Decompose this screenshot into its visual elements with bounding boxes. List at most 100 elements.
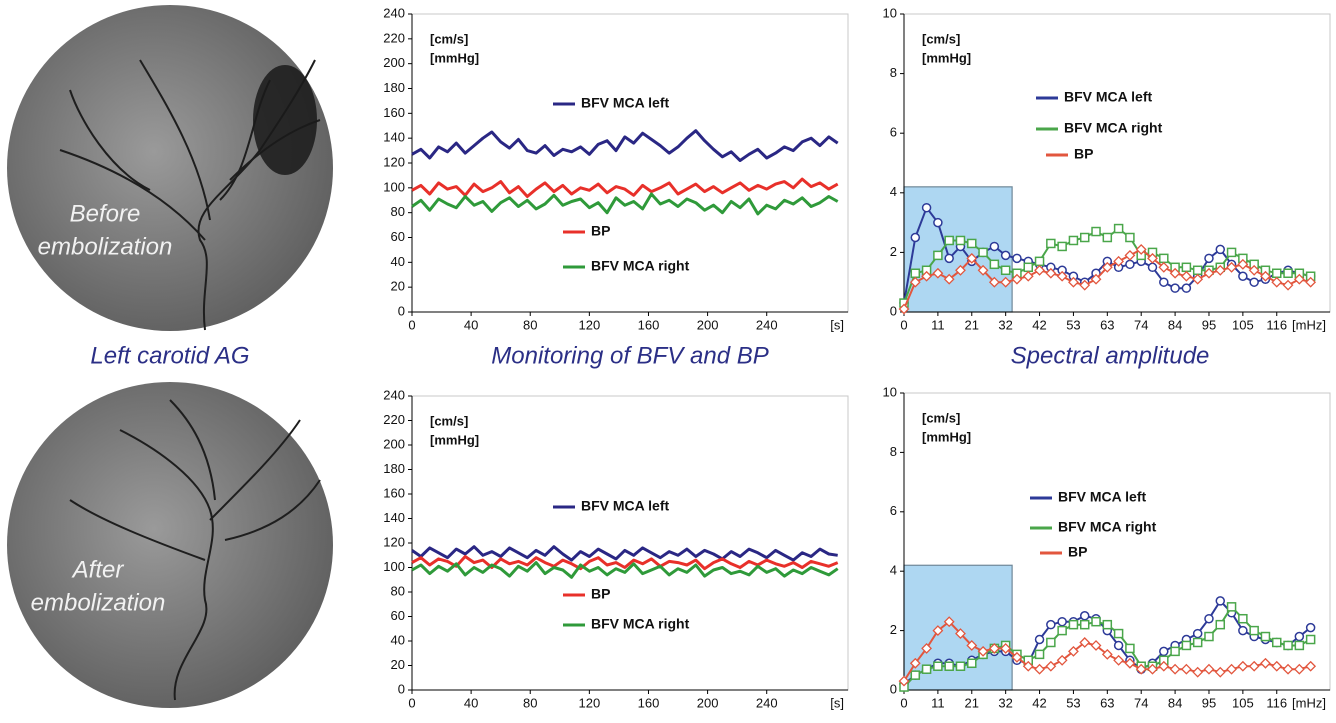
marker (944, 253, 954, 264)
marker (966, 640, 978, 651)
y-unit: [mmHg] (430, 50, 479, 65)
marker (1169, 663, 1181, 675)
series-line (411, 555, 839, 571)
legend-label: BFV MCA left (1058, 489, 1146, 505)
marker (1214, 264, 1226, 276)
marker (1090, 640, 1102, 651)
y-tick-label: 180 (383, 80, 405, 95)
y-tick-label: 200 (383, 55, 405, 70)
marker (1293, 663, 1305, 675)
x-tick-label: 0 (900, 317, 907, 332)
x-tick-label: 0 (408, 317, 415, 332)
x-tick-label: 200 (697, 695, 719, 710)
y-tick-label: 140 (383, 130, 405, 145)
legend-label: BFV MCA right (591, 616, 690, 632)
marker (1159, 253, 1169, 264)
marker (1180, 270, 1192, 282)
y-tick-label: 4 (890, 563, 897, 578)
y-unit: [mmHg] (430, 432, 479, 447)
series-line (411, 177, 839, 198)
marker (977, 264, 989, 276)
x-tick-label: 95 (1202, 317, 1216, 332)
angiogram-before: Before embolization (7, 5, 333, 331)
marker (1248, 264, 1260, 276)
marker (1305, 660, 1317, 672)
marker (1068, 235, 1079, 246)
marker (1012, 253, 1022, 264)
marker (1238, 625, 1248, 636)
y-tick-label: 8 (890, 444, 897, 459)
caption: Spectral amplitude (1011, 342, 1210, 369)
marker (944, 235, 954, 246)
marker (1283, 640, 1293, 651)
x-tick-label: 160 (638, 695, 660, 710)
marker (1034, 649, 1045, 660)
x-tick-label: 80 (523, 695, 537, 710)
marker (955, 264, 966, 276)
marker (1238, 271, 1248, 281)
caption: Monitoring of BFV and BP (491, 342, 768, 369)
y-unit: [cm/s] (922, 31, 960, 46)
marker (1260, 631, 1271, 642)
marker (1034, 264, 1045, 276)
marker (1282, 279, 1294, 291)
marker (1170, 283, 1180, 293)
marker (1159, 646, 1169, 657)
legend-label: BFV MCA left (581, 498, 669, 514)
marker (1091, 226, 1101, 237)
x-tick-label: 84 (1168, 695, 1182, 710)
legend-label: BP (591, 586, 610, 602)
image-label: Before (70, 200, 141, 227)
series-line (411, 192, 839, 216)
marker (1192, 265, 1203, 276)
legend-label: BP (1068, 544, 1087, 560)
marker (1248, 660, 1260, 672)
legend-label: BFV MCA right (591, 258, 690, 274)
y-tick-label: 60 (391, 229, 405, 244)
marker (1135, 244, 1147, 255)
x-tick-label: 40 (464, 695, 478, 710)
marker (1169, 267, 1181, 279)
y-tick-label: 0 (398, 303, 405, 318)
marker (1101, 648, 1113, 660)
y-tick-label: 80 (391, 204, 405, 219)
marker (1056, 270, 1068, 282)
y-tick-label: 6 (890, 125, 897, 140)
marker (1192, 273, 1204, 285)
marker (1113, 255, 1125, 267)
plot-frame (411, 13, 849, 313)
marker (1125, 259, 1135, 270)
marker (1034, 663, 1045, 675)
marker (1294, 631, 1305, 642)
marker (1000, 643, 1012, 654)
y-tick-label: 40 (391, 254, 405, 269)
marker (1260, 657, 1271, 669)
marker (1056, 654, 1068, 666)
caption: Left carotid AG (90, 342, 249, 369)
x-tick-label: 160 (638, 317, 660, 332)
marker (932, 625, 944, 637)
marker (1034, 256, 1045, 267)
marker (1260, 270, 1271, 282)
marker (1079, 232, 1090, 243)
marker (898, 303, 910, 315)
x-tick-label: 32 (998, 317, 1012, 332)
legend-label: BP (1074, 146, 1093, 162)
marker (1215, 596, 1226, 606)
legend-label: BFV MCA left (581, 95, 669, 111)
marker (1124, 249, 1136, 261)
marker (989, 259, 1000, 270)
marker (1046, 637, 1056, 648)
marker (1000, 276, 1012, 288)
marker (1011, 273, 1023, 285)
y-unit: [cm/s] (922, 410, 960, 425)
y-tick-label: 40 (391, 632, 405, 647)
series-line (411, 545, 838, 562)
y-unit: [mmHg] (922, 429, 971, 444)
marker (1204, 253, 1214, 264)
x-tick-label: 95 (1202, 695, 1216, 710)
marker (1249, 625, 1259, 636)
marker (1000, 250, 1011, 261)
x-tick-label: 42 (1032, 317, 1046, 332)
x-tick-label: 120 (579, 695, 601, 710)
